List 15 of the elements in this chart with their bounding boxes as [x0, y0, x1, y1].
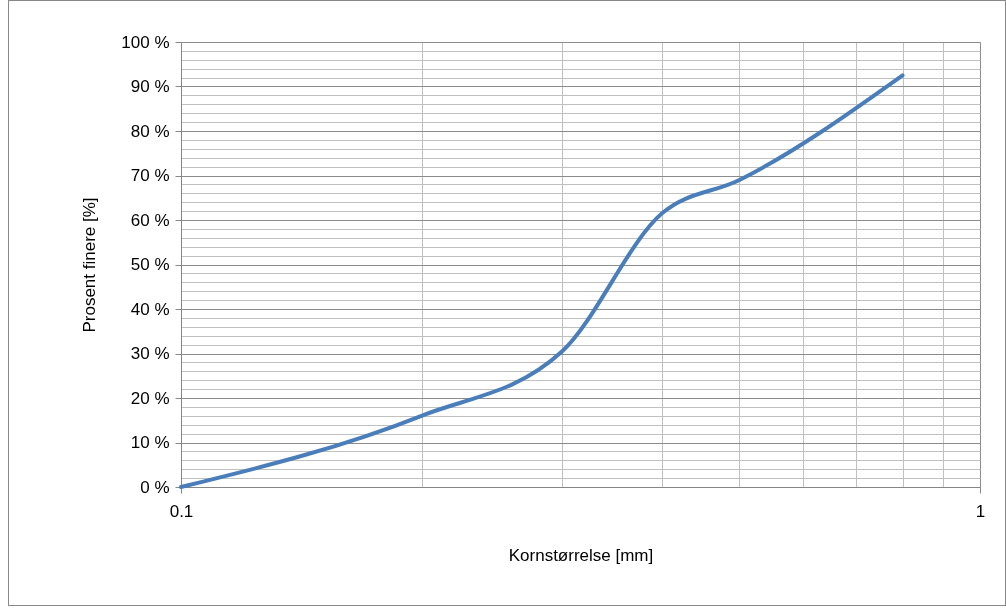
y-tick-label: 70 %	[130, 166, 170, 185]
y-tick-label: 60 %	[130, 210, 170, 230]
x-tick-label: 0.1	[169, 501, 194, 521]
x-tick-label: 1	[975, 501, 986, 521]
y-tick-label: 90 %	[130, 77, 170, 96]
y-tick-label: 100 %	[121, 32, 170, 52]
y-tick-label: 50 %	[130, 255, 170, 274]
y-axis-title: Prosent finere [%]	[80, 197, 100, 333]
y-tick-label: 10 %	[130, 433, 170, 452]
y-tick-label: 80 %	[130, 121, 170, 141]
y-tick-label: 40 %	[130, 299, 170, 319]
y-tick-label: 0 %	[140, 477, 170, 497]
y-tick-label: 30 %	[130, 344, 170, 363]
x-axis-title: Kornstørrelse [mm]	[508, 545, 654, 565]
y-tick-label: 20 %	[130, 388, 170, 408]
